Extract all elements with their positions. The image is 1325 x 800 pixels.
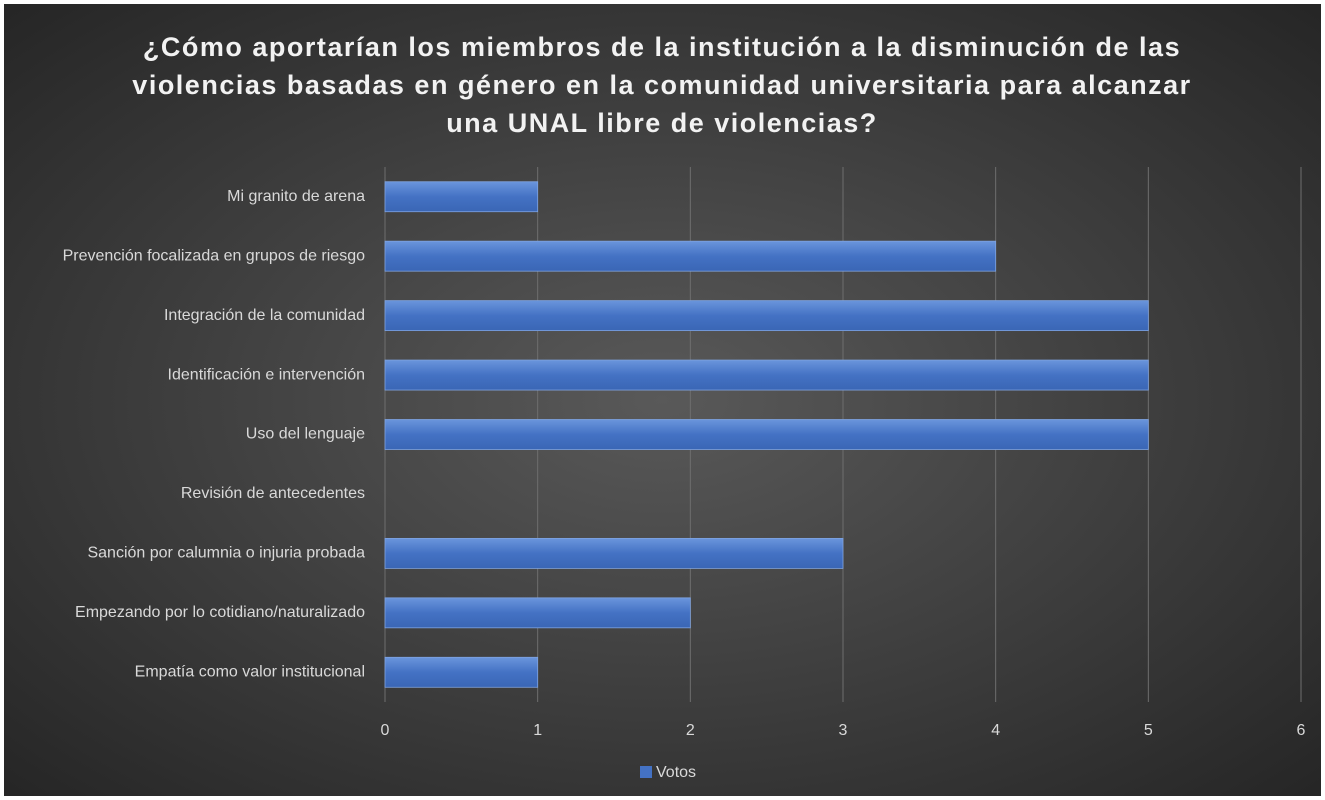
bar: [384, 419, 1149, 450]
x-tick-label: 1: [533, 722, 542, 739]
bar: [384, 359, 1149, 391]
x-tick-label: 0: [381, 722, 390, 739]
y-tick-label: Revisión de antecedentes: [181, 485, 365, 502]
y-tick-label: Prevención focalizada en grupos de riesg…: [63, 247, 366, 264]
chart-title: ¿Cómo aportarían los miembros de la inst…: [132, 32, 1192, 138]
x-tick-label: 2: [686, 722, 695, 739]
bar: [384, 597, 691, 629]
x-tick-label: 5: [1144, 722, 1153, 739]
y-tick-label: Empatía como valor institucional: [135, 663, 365, 680]
bar: [384, 300, 1149, 332]
y-tick-label: Sanción por calumnia o injuria probada: [87, 545, 365, 562]
y-tick-label: Empezando por lo cotidiano/naturalizado: [75, 604, 365, 621]
y-tick-label: Uso del lenguaje: [246, 426, 365, 443]
bar: [384, 240, 997, 272]
legend-swatch: [640, 766, 652, 778]
x-tick-label: 6: [1297, 722, 1306, 739]
bar: [384, 181, 539, 213]
bar: [384, 537, 844, 569]
x-tick-label: 3: [839, 722, 848, 739]
y-tick-label: Mi granito de arena: [227, 188, 365, 205]
bar: [384, 656, 539, 688]
x-tick-label: 4: [991, 722, 1000, 739]
background: [4, 4, 1321, 796]
y-tick-label: Integración de la comunidad: [164, 307, 365, 324]
plot-area: 0 1 2 3 4 5 6 Mi granito de arena Prevención foc…: [63, 167, 1306, 781]
legend-label: Votos: [656, 764, 696, 781]
y-tick-label: Identificación e intervención: [168, 366, 365, 383]
